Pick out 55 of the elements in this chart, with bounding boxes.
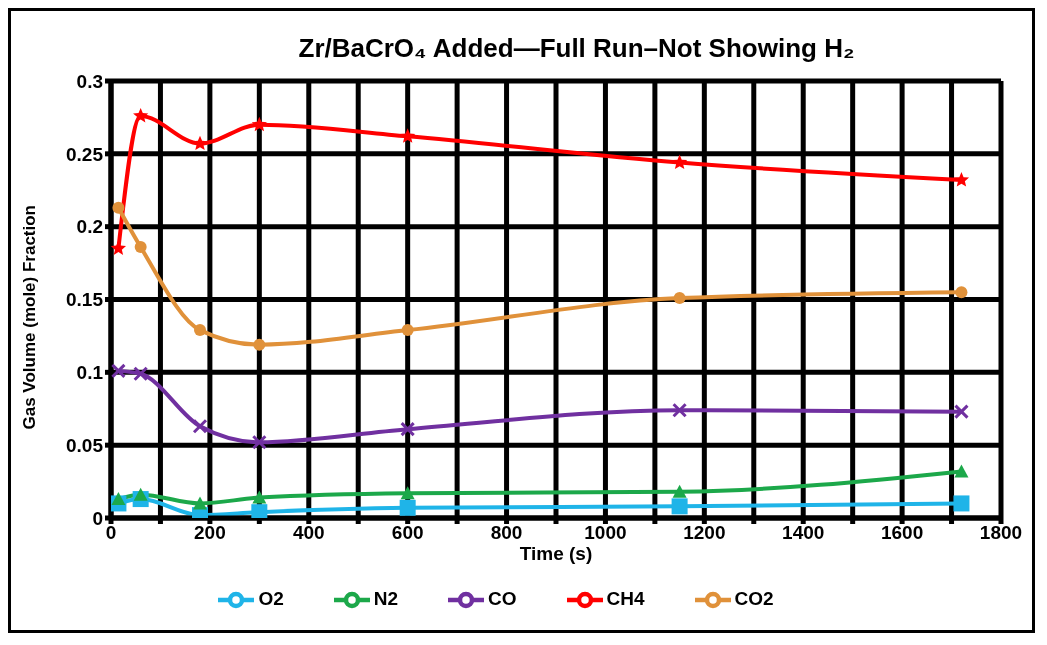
- legend-label: CO2: [734, 588, 774, 610]
- point: [671, 498, 688, 515]
- point: [133, 366, 149, 382]
- point: [399, 499, 416, 516]
- point: [672, 154, 688, 170]
- y-tick-label: 0.3: [76, 70, 103, 92]
- point: [134, 241, 147, 254]
- x-tick-label: 1000: [584, 522, 627, 544]
- point: [192, 418, 208, 434]
- x-tick-label: 1400: [782, 522, 825, 544]
- point: [955, 286, 968, 299]
- y-tick-label: 0.25: [66, 143, 104, 165]
- y-tick-label: 0.15: [66, 289, 104, 311]
- y-tick-label: 0: [92, 507, 103, 529]
- point: [251, 116, 267, 132]
- point: [953, 172, 970, 187]
- point: [133, 487, 148, 501]
- point: [251, 434, 267, 450]
- x-tick-label: 1200: [683, 522, 726, 544]
- x-axis-title: Time (s): [519, 543, 593, 564]
- point: [251, 504, 268, 518]
- point: [400, 128, 416, 143]
- point: [400, 421, 416, 437]
- point: [401, 324, 414, 337]
- x-tick-label: 600: [391, 522, 424, 544]
- point: [112, 201, 125, 214]
- point: [252, 490, 267, 504]
- point: [954, 464, 969, 478]
- chart-title: Zr/BaCrO₄ Added—Full Run–Not Showing H₂: [298, 33, 855, 63]
- x-tick-label: 1600: [880, 522, 924, 544]
- point: [111, 363, 126, 379]
- x-tick-label: 400: [292, 522, 325, 544]
- x-tick-label: 1800: [979, 522, 1023, 544]
- point: [253, 338, 266, 351]
- y-tick-label: 0.1: [76, 362, 104, 384]
- legend-label: N2: [373, 588, 399, 610]
- point: [672, 402, 688, 418]
- point: [953, 495, 970, 512]
- legend-label: O2: [258, 588, 284, 610]
- point: [111, 240, 127, 255]
- y-axis-title: Gas Volume (mole) Fraction: [20, 204, 40, 430]
- y-tick-label: 0.2: [76, 216, 103, 238]
- legend-label: CH4: [606, 588, 645, 610]
- point: [953, 404, 969, 420]
- legend-label: CO: [488, 588, 517, 610]
- point: [193, 496, 207, 510]
- point: [673, 292, 686, 305]
- point: [111, 492, 126, 506]
- point: [133, 107, 149, 123]
- point: [194, 324, 206, 337]
- x-tick-label: 800: [490, 522, 523, 544]
- point: [672, 484, 687, 498]
- x-tick-label: 200: [194, 522, 226, 544]
- y-tick-label: 0.05: [66, 434, 104, 456]
- point: [400, 486, 415, 500]
